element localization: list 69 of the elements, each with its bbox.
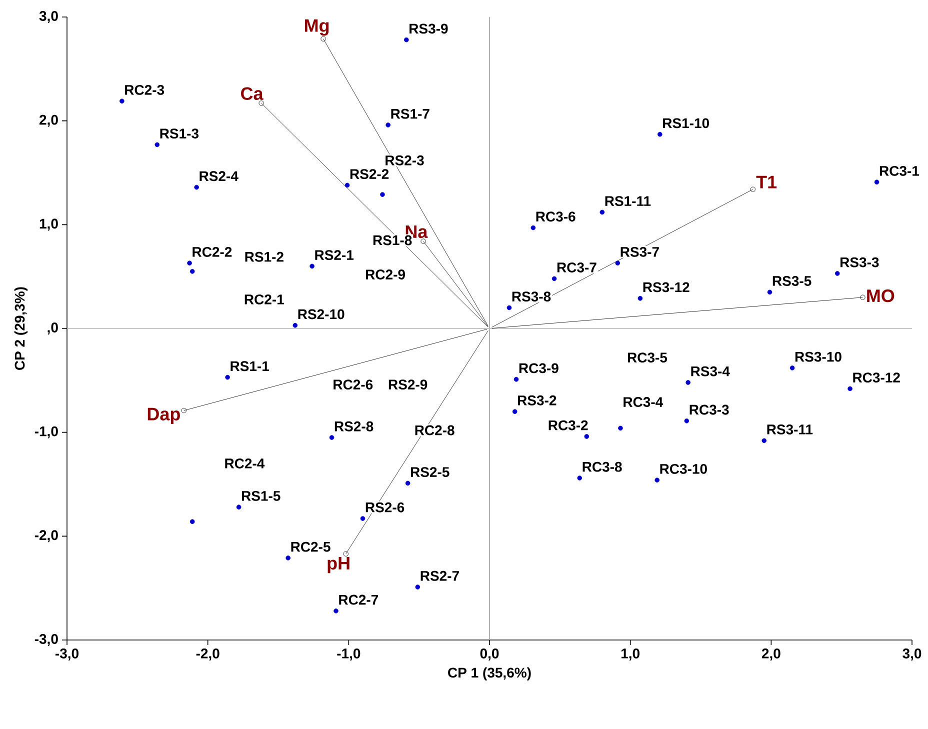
- data-label: RS2-7: [420, 570, 459, 581]
- data-label: RS3-2: [518, 395, 556, 406]
- x-axis-title: CP 1 (35,6%): [448, 667, 531, 680]
- annotation: RS2-9: [388, 380, 428, 390]
- data-label: RS1-3: [160, 128, 199, 139]
- annotation: RC2-1: [244, 294, 284, 304]
- data-label: RS2-8: [334, 421, 374, 432]
- series-label: pH: [328, 557, 350, 574]
- data-label: RC2-7: [339, 594, 378, 605]
- data-label: RS3-3: [840, 257, 879, 268]
- x-tick-label: -2,0: [196, 648, 220, 660]
- series-label: Ca: [241, 87, 264, 100]
- data-label: RS2-4: [200, 171, 238, 182]
- data-label: RC3-10: [660, 464, 707, 474]
- y-tick-label: 2,0: [39, 114, 58, 127]
- x-tick-label: 3,0: [902, 648, 922, 660]
- data-label: RS3-12: [643, 282, 690, 292]
- x-tick-label: -1,0: [337, 648, 360, 660]
- y-axis-title: CP 2 (29,3%): [14, 287, 28, 370]
- data-label: RC3-7: [557, 262, 596, 272]
- data-label: RC2-5: [291, 542, 330, 552]
- data-label: RS2-1: [315, 250, 354, 260]
- data-label: RS2-6: [366, 502, 404, 512]
- series-label: Mg: [305, 19, 329, 36]
- series-label: T1: [756, 176, 777, 188]
- series-label: MO: [867, 289, 894, 302]
- annotation: RC2-4: [225, 458, 265, 468]
- x-tick-label: 2,0: [762, 648, 780, 660]
- y-tick-label: 3,0: [39, 11, 58, 23]
- data-label: RC3-3: [690, 404, 729, 415]
- data-label: RC3-4: [624, 397, 664, 407]
- y-tick-label: -1,0: [34, 426, 58, 438]
- data-label: RS3-4: [691, 366, 730, 376]
- y-tick-label: 1,0: [40, 218, 58, 231]
- data-label: RC3-12: [853, 372, 900, 383]
- annotation: RC2-9: [366, 270, 405, 280]
- data-label: RS3-7: [620, 246, 659, 257]
- data-label: RS1-7: [391, 108, 430, 119]
- data-label: RS2-2: [350, 169, 389, 180]
- annotation: RS1-2: [245, 252, 284, 262]
- data-label: RS1-10: [663, 118, 709, 128]
- data-label: RC3-1: [880, 166, 920, 176]
- data-label: RC3-6: [536, 212, 576, 222]
- data-label: RS3-10: [795, 352, 842, 362]
- annotation: RC2-6: [334, 380, 373, 390]
- data-label: RC2-3: [125, 84, 164, 95]
- x-tick-label: 0,0: [480, 648, 499, 660]
- data-label: RS2-5: [410, 467, 450, 478]
- y-tick-label: -3,0: [34, 634, 58, 646]
- data-label: RS1-1: [230, 361, 270, 372]
- data-label: RC2-2: [192, 246, 232, 257]
- series-label: Dap: [148, 408, 180, 424]
- data-label: RS1-11: [605, 196, 651, 206]
- data-label: RS3-5: [772, 276, 812, 286]
- data-label: RS2-3: [386, 155, 424, 166]
- data-label: RC3-9: [519, 363, 558, 374]
- y-tick-label: -2,0: [34, 530, 58, 542]
- data-label: RC3-2: [548, 420, 588, 430]
- y-tick-label: ,0: [48, 322, 58, 334]
- data-label: RS1-5: [242, 490, 280, 501]
- x-tick-label: -3,0: [55, 648, 78, 660]
- data-label: RC3-8: [582, 462, 622, 472]
- data-label: RS3-9: [410, 24, 448, 34]
- x-tick-label: 1,0: [621, 648, 640, 660]
- data-label: RS3-11: [767, 424, 813, 434]
- annotation: RC3-5: [628, 352, 668, 363]
- data-label: RS3-8: [512, 292, 551, 302]
- annotation: RC2-8: [415, 425, 454, 436]
- data-label: RS2-10: [298, 309, 344, 320]
